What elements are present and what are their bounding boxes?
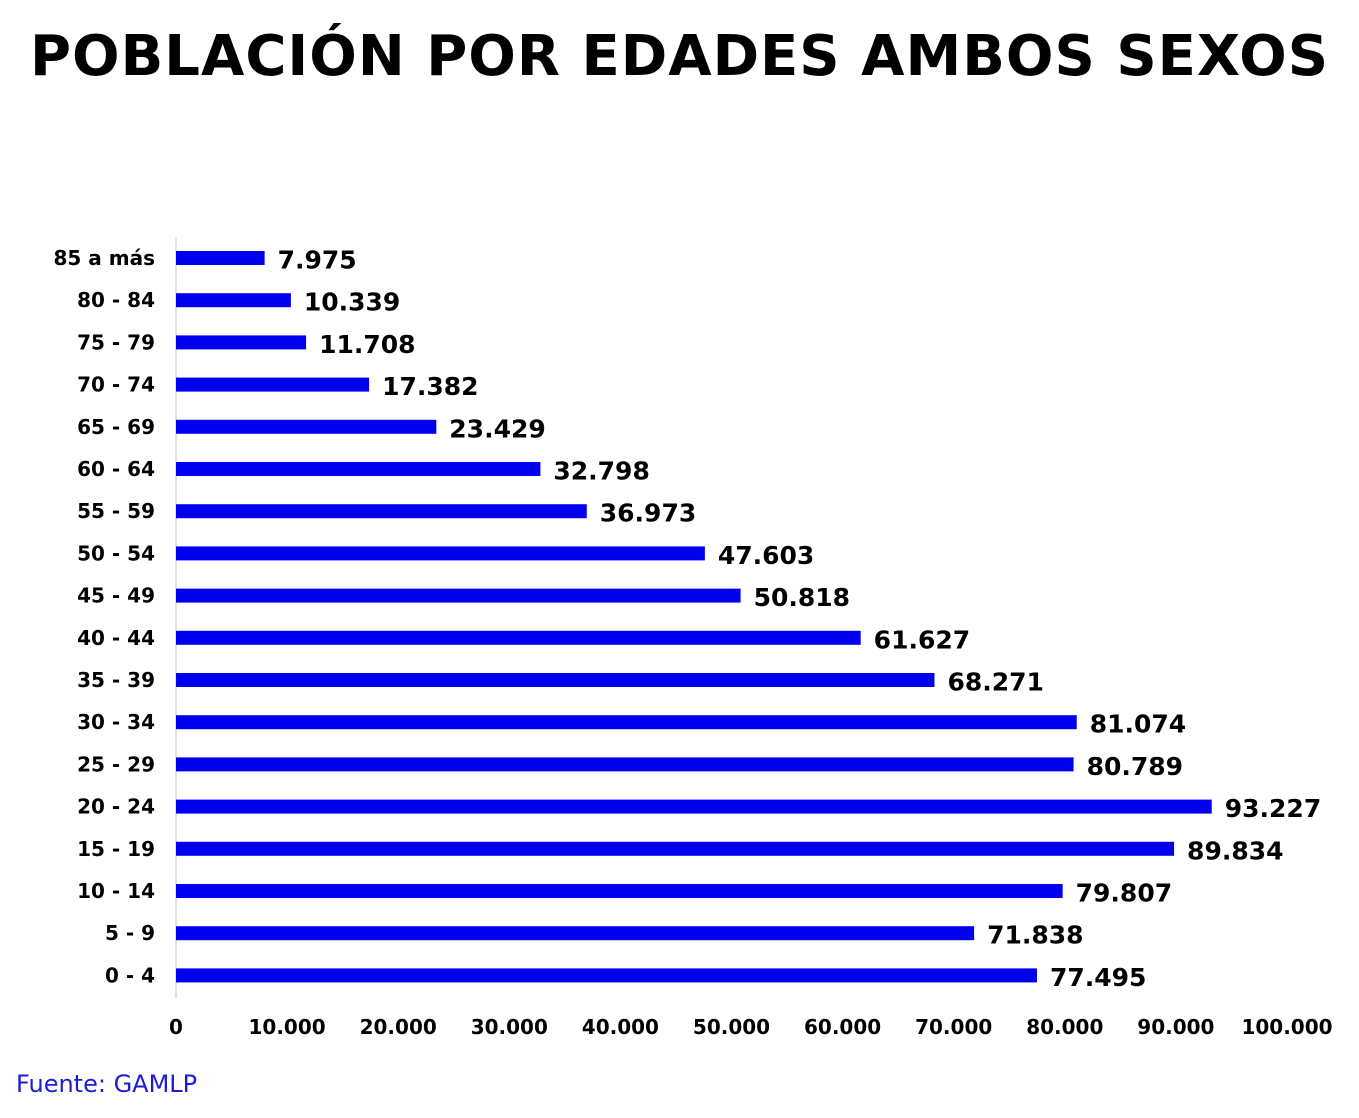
data-label: 10.339: [304, 288, 400, 317]
data-label: 36.973: [600, 499, 696, 528]
category-label: 5 - 9: [105, 921, 155, 945]
x-tick-label: 70.000: [915, 1015, 992, 1039]
bar: [176, 293, 291, 307]
category-label: 40 - 44: [77, 626, 155, 650]
x-tick-label: 80.000: [1026, 1015, 1103, 1039]
data-label: 93.227: [1225, 794, 1321, 823]
data-label: 32.798: [553, 457, 649, 486]
category-label: 35 - 39: [77, 668, 155, 692]
category-label: 30 - 34: [77, 710, 155, 734]
x-tick-label: 60.000: [804, 1015, 881, 1039]
bar: [176, 800, 1212, 814]
data-label: 23.429: [449, 414, 545, 443]
bar: [176, 757, 1074, 771]
category-label: 75 - 79: [77, 330, 155, 354]
category-label: 80 - 84: [77, 288, 155, 312]
data-label: 17.382: [382, 372, 478, 401]
data-label: 79.807: [1076, 879, 1172, 908]
bar: [176, 842, 1174, 856]
bar: [176, 420, 436, 434]
data-label: 77.495: [1050, 963, 1146, 992]
x-tick-label: 0: [169, 1015, 183, 1039]
category-label: 45 - 49: [77, 584, 155, 608]
data-label: 71.838: [987, 921, 1083, 950]
category-label: 0 - 4: [105, 963, 155, 987]
bar: [176, 504, 587, 518]
category-label: 70 - 74: [77, 373, 155, 397]
category-label: 50 - 54: [77, 541, 155, 565]
data-label: 68.271: [947, 668, 1043, 697]
data-label: 50.818: [754, 583, 850, 612]
bar: [176, 926, 974, 940]
x-tick-label: 30.000: [471, 1015, 548, 1039]
data-label: 81.074: [1090, 710, 1186, 739]
x-tick-label: 10.000: [249, 1015, 326, 1039]
category-label: 25 - 29: [77, 752, 155, 776]
bar: [176, 715, 1077, 729]
bar: [176, 673, 934, 687]
data-label: 89.834: [1187, 836, 1283, 865]
data-label: 80.789: [1087, 752, 1183, 781]
category-label: 65 - 69: [77, 415, 155, 439]
x-tick-label: 50.000: [693, 1015, 770, 1039]
x-tick-label: 40.000: [582, 1015, 659, 1039]
category-label: 55 - 59: [77, 499, 155, 523]
bar: [176, 884, 1063, 898]
bar: [176, 335, 306, 349]
x-tick-label: 90.000: [1137, 1015, 1214, 1039]
bar: [176, 968, 1037, 982]
category-label: 15 - 19: [77, 837, 155, 861]
category-label: 85 a más: [54, 246, 156, 270]
bar: [176, 546, 705, 560]
x-tick-label: 20.000: [360, 1015, 437, 1039]
data-label: 7.975: [278, 246, 357, 275]
data-label: 47.603: [718, 541, 814, 570]
source-note: Fuente: GAMLP: [16, 1070, 197, 1098]
bar: [176, 251, 265, 265]
bar: [176, 462, 540, 476]
category-label: 60 - 64: [77, 457, 155, 481]
bar: [176, 589, 741, 603]
bar: [176, 378, 369, 392]
data-label: 61.627: [874, 625, 970, 654]
category-label: 20 - 24: [77, 795, 155, 819]
x-tick-label: 100.000: [1241, 1015, 1332, 1039]
data-label: 11.708: [319, 330, 415, 359]
bar: [176, 631, 861, 645]
category-label: 10 - 14: [77, 879, 155, 903]
